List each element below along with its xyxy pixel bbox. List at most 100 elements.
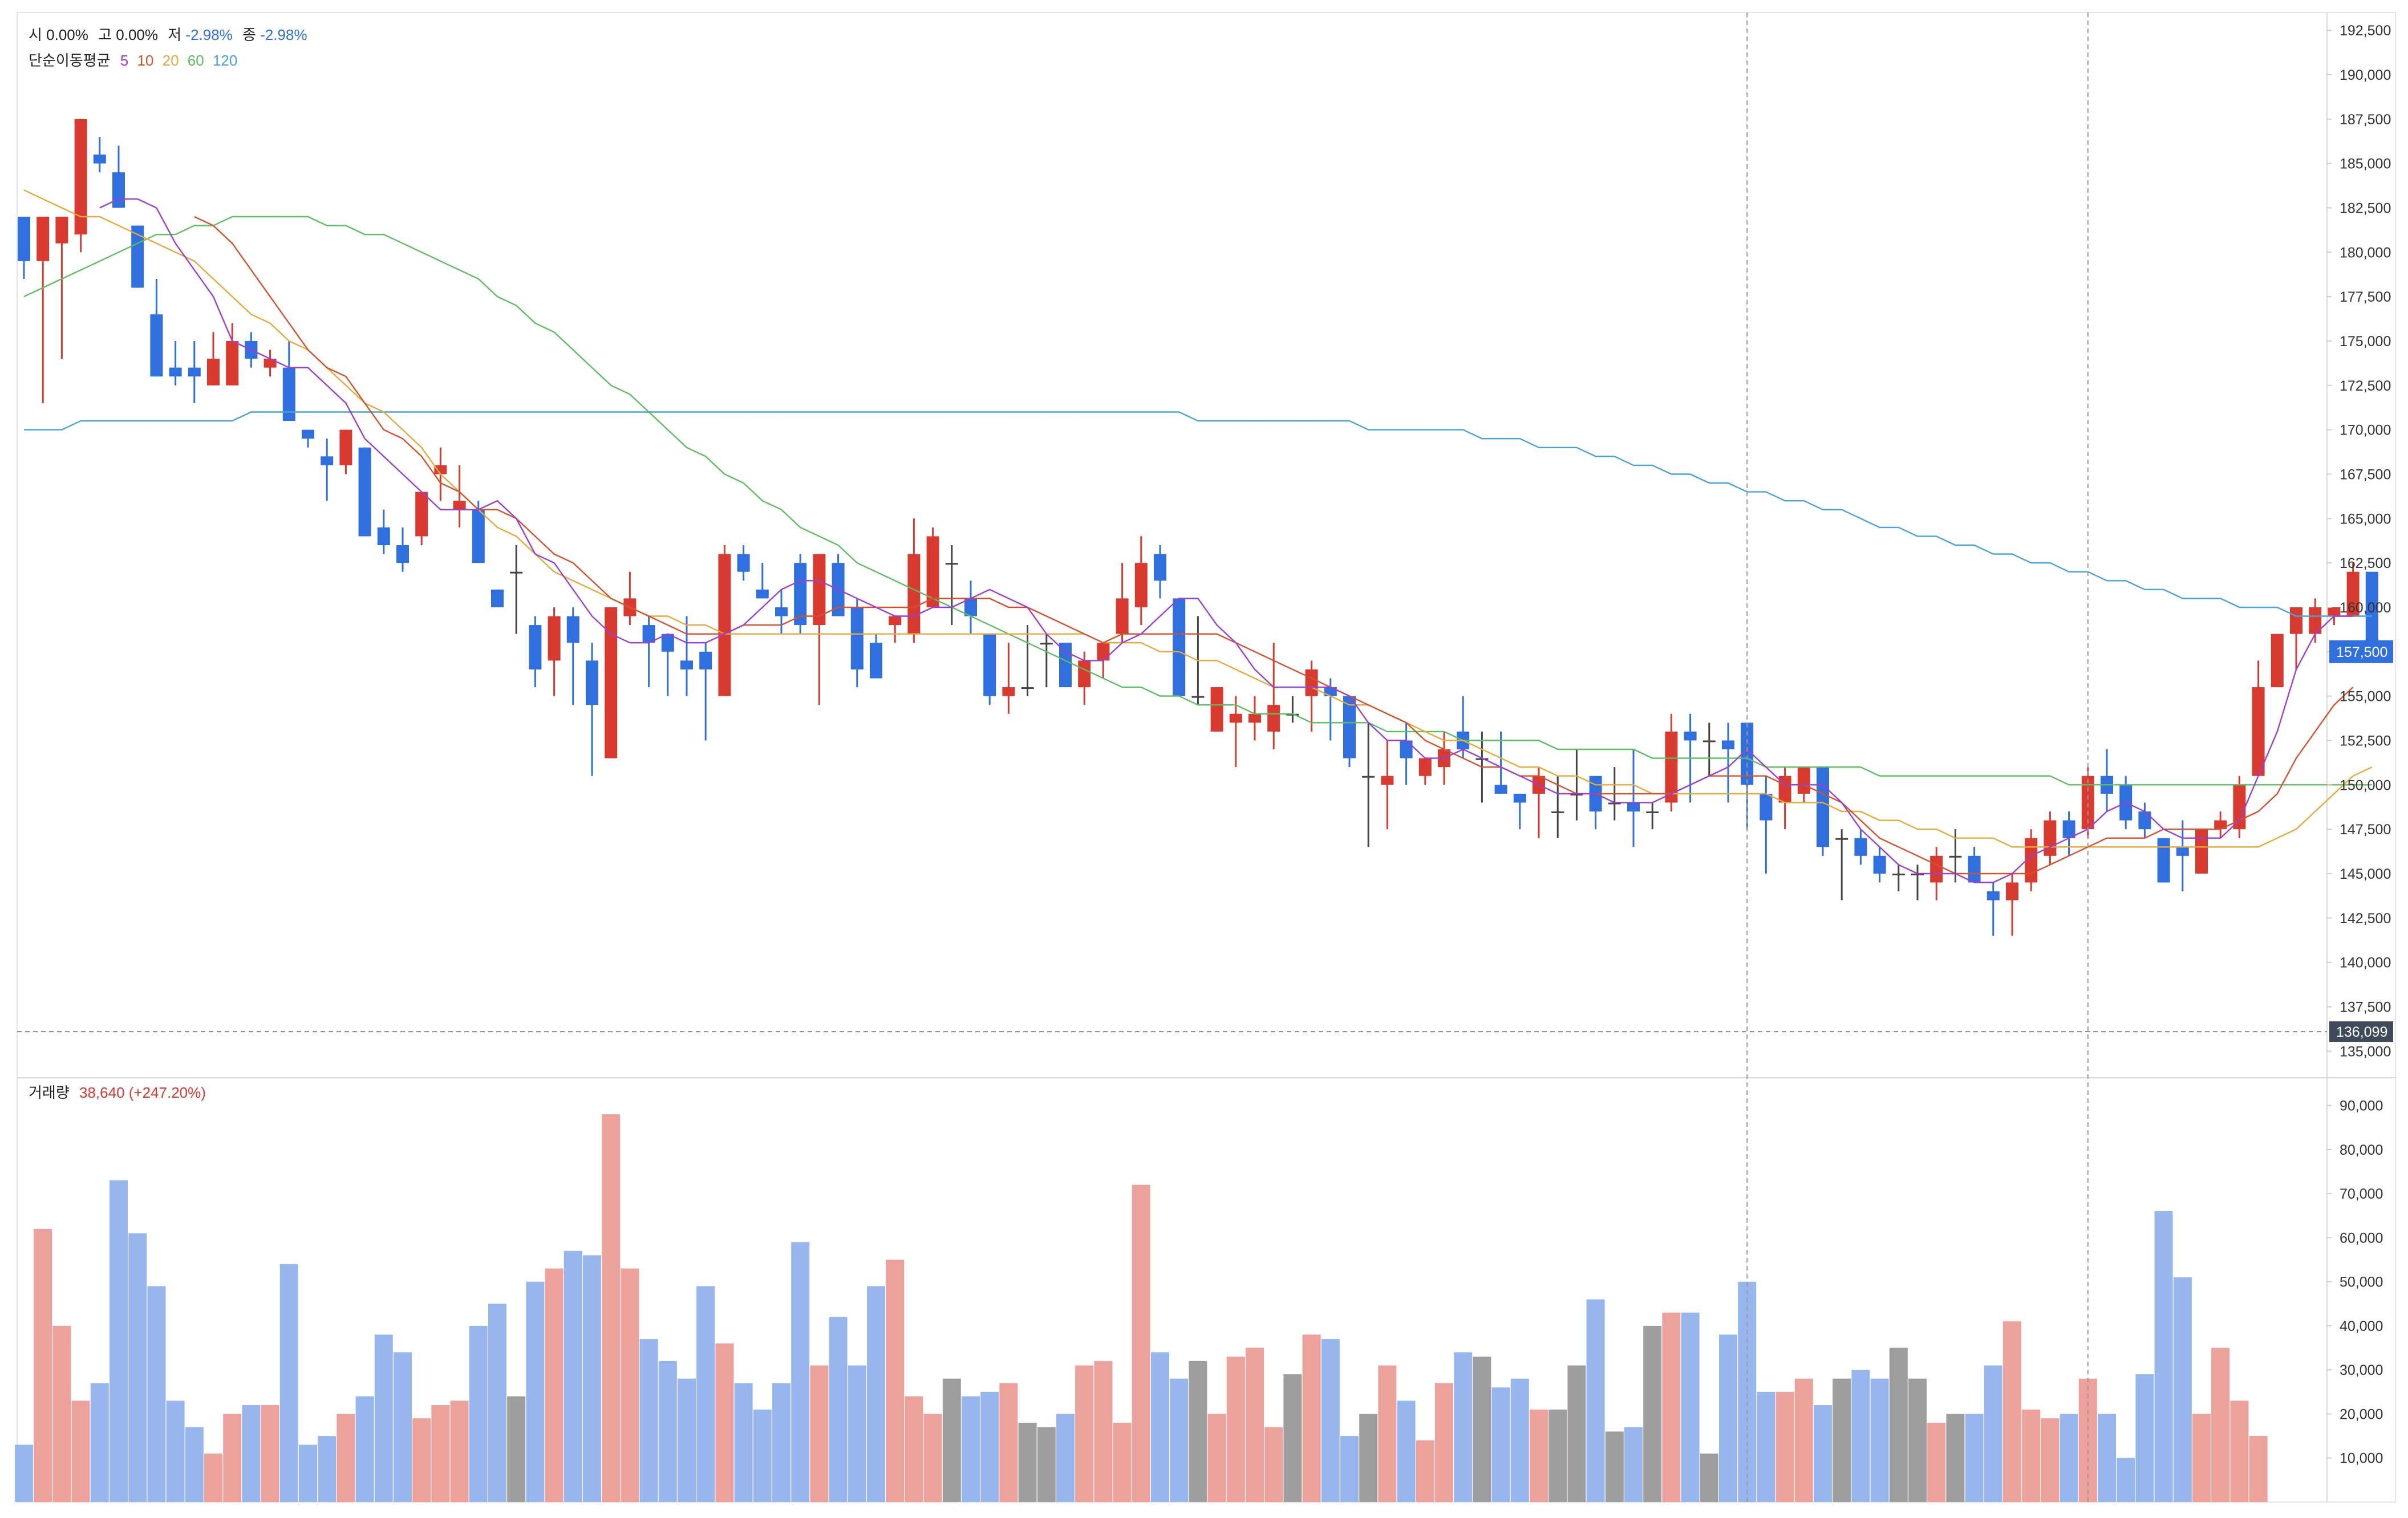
candle[interactable] [1854, 838, 1867, 856]
volume-bar[interactable] [791, 1242, 810, 1502]
volume-bar[interactable] [318, 1436, 337, 1502]
candle[interactable] [1210, 687, 1223, 732]
volume-bar[interactable] [204, 1454, 222, 1502]
candle[interactable] [1229, 713, 1242, 723]
candle[interactable] [1551, 811, 1564, 813]
candle[interactable] [1949, 855, 1962, 858]
candle[interactable] [1305, 669, 1318, 696]
volume-bar[interactable] [71, 1401, 90, 1502]
volume-bar[interactable] [1775, 1391, 1794, 1502]
candle[interactable] [1892, 873, 1905, 875]
candle[interactable] [1021, 687, 1034, 689]
candle[interactable] [1911, 873, 1924, 875]
volume-bar[interactable] [1302, 1334, 1321, 1502]
candle[interactable] [1513, 793, 1526, 803]
candle[interactable] [642, 625, 655, 643]
volume-bar[interactable] [1264, 1427, 1283, 1502]
volume-bar[interactable] [1984, 1365, 2002, 1502]
candle[interactable] [983, 634, 996, 696]
candle[interactable] [2346, 571, 2360, 616]
candle[interactable] [150, 314, 163, 377]
volume-bar[interactable] [1283, 1374, 1302, 1502]
volume-bar[interactable] [1567, 1365, 1586, 1502]
candle[interactable] [1475, 758, 1489, 760]
candle[interactable] [55, 217, 68, 243]
volume-bar[interactable] [1340, 1436, 1359, 1502]
volume-bar[interactable] [1359, 1414, 1378, 1502]
candle[interactable] [756, 589, 769, 599]
candle[interactable] [510, 571, 523, 574]
volume-bar[interactable] [1207, 1414, 1226, 1502]
candle[interactable] [548, 616, 561, 661]
candle[interactable] [661, 634, 674, 652]
candle[interactable] [1191, 696, 1205, 698]
volume-bar[interactable] [1605, 1431, 1624, 1502]
volume-bar[interactable] [564, 1251, 582, 1502]
candle[interactable] [1684, 731, 1697, 741]
candle[interactable] [680, 660, 693, 669]
volume-bar[interactable] [242, 1405, 261, 1502]
volume-bar[interactable] [299, 1444, 317, 1502]
candle[interactable] [1570, 793, 1583, 795]
volume-bar[interactable] [355, 1396, 374, 1502]
volume-bar[interactable] [1510, 1378, 1529, 1502]
volume-bar[interactable] [2078, 1378, 2097, 1502]
candle[interactable] [1134, 563, 1148, 607]
volume-bar[interactable] [15, 1444, 33, 1502]
candle[interactable] [93, 155, 106, 164]
candle[interactable] [1059, 643, 1072, 688]
volume-bar[interactable] [829, 1317, 848, 1502]
candle[interactable] [491, 589, 504, 607]
volume-bar[interactable] [886, 1260, 905, 1502]
volume-bar[interactable] [867, 1286, 885, 1502]
candle[interactable] [415, 492, 428, 537]
volume-bar[interactable] [394, 1352, 412, 1502]
candle[interactable] [794, 563, 807, 626]
volume-bar[interactable] [261, 1405, 279, 1502]
candle[interactable] [74, 119, 87, 235]
candle[interactable] [1835, 838, 1848, 840]
candle[interactable] [2252, 687, 2265, 776]
candle[interactable] [1702, 740, 1716, 742]
volume-bar[interactable] [1700, 1454, 1718, 1502]
candle[interactable] [188, 367, 201, 377]
volume-bar[interactable] [2135, 1374, 2154, 1502]
volume-bar[interactable] [753, 1409, 772, 1502]
volume-bar[interactable] [905, 1396, 923, 1502]
volume-bar[interactable] [2041, 1418, 2060, 1502]
candle[interactable] [453, 501, 466, 510]
candle[interactable] [434, 465, 447, 474]
volume-bar[interactable] [1530, 1409, 1548, 1502]
volume-bar[interactable] [942, 1378, 961, 1502]
candle[interactable] [964, 598, 977, 616]
candle[interactable] [321, 456, 334, 465]
candle[interactable] [926, 536, 939, 607]
volume-bar[interactable] [2060, 1414, 2078, 1502]
volume-pane[interactable] [15, 1114, 2268, 1502]
volume-bar[interactable] [1037, 1427, 1056, 1502]
volume-bar[interactable] [526, 1281, 545, 1502]
volume-bar[interactable] [602, 1114, 621, 1502]
candle[interactable] [1173, 598, 1186, 696]
candle[interactable] [1646, 811, 1659, 813]
volume-bar[interactable] [412, 1418, 431, 1502]
volume-bar[interactable] [658, 1361, 677, 1502]
candle[interactable] [1097, 643, 1110, 661]
volume-bar[interactable] [1643, 1325, 1662, 1502]
volume-bar[interactable] [1378, 1365, 1397, 1502]
candle[interactable] [2138, 811, 2151, 830]
candle[interactable] [718, 554, 731, 696]
candle[interactable] [358, 447, 371, 537]
volume-bar[interactable] [488, 1304, 506, 1502]
candle[interactable] [1116, 598, 1129, 634]
price-axis[interactable]: 192,500 190,000 187,500 185,000 182,500 180,0… [2327, 23, 2391, 1060]
candle[interactable] [813, 554, 826, 626]
volume-bar[interactable] [772, 1383, 790, 1502]
volume-bar[interactable] [1094, 1361, 1113, 1502]
volume-bar[interactable] [2154, 1211, 2173, 1502]
candle[interactable] [472, 509, 485, 563]
volume-bar[interactable] [1113, 1422, 1132, 1502]
candle[interactable] [2365, 571, 2378, 652]
candle[interactable] [1797, 767, 1810, 794]
candle[interactable] [1418, 758, 1432, 776]
